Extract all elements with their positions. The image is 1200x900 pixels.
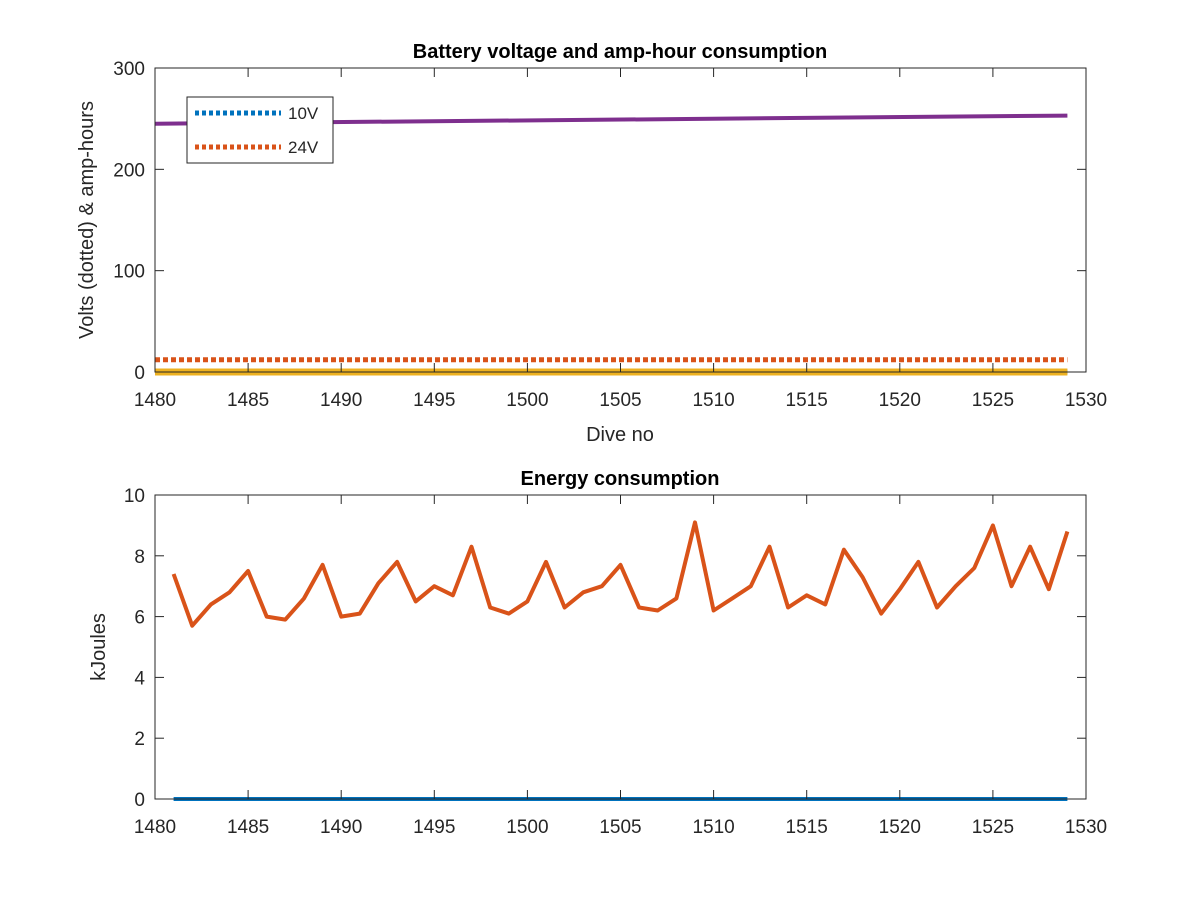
voltage-plot-xtick-label: 1520 [879,390,921,411]
voltage-plot-ytick-label: 100 [113,262,145,283]
energy-plot-ytick-label: 2 [134,729,145,750]
energy-plot-ytick-label: 10 [124,486,145,507]
energy-plot-frame [154,494,1087,800]
voltage-plot-xtick-label: 1505 [599,390,641,411]
energy-plot: Energy consumption kJoules 1480 1485 1490 1… [88,468,1107,838]
voltage-plot-ticks: 1480 1485 1490 1495 1500 1505 1510 1515 1520 1525… [113,59,1107,411]
legend-label-24v: 24V [288,138,319,157]
energy-plot-ytick-label: 4 [134,668,145,689]
voltage-plot-xtick-label: 1495 [413,390,455,411]
voltage-plot-title: Battery voltage and amp-hour consumption [413,41,827,63]
voltage-plot-xtick-label: 1530 [1065,390,1107,411]
energy-plot-xtick-label: 1495 [413,817,455,838]
voltage-plot-ytick-label: 300 [113,59,145,80]
legend-box [186,96,334,164]
energy-plot-ytick-label: 0 [134,790,145,811]
voltage-plot-xlabel: Dive no [586,424,654,446]
voltage-plot-xtick-label: 1510 [692,390,734,411]
voltage-plot-xtick-label: 1525 [972,390,1014,411]
energy-plot-xtick-label: 1530 [1065,817,1107,838]
energy-plot-ytick-label: 8 [134,547,145,568]
energy-plot-xtick-label: 1525 [972,817,1014,838]
voltage-plot: Battery voltage and amp-hour consumption… [76,41,1107,446]
voltage-plot-ytick-label: 200 [113,160,145,181]
energy-plot-ytick-label: 6 [134,608,145,629]
voltage-plot-xtick-label: 1485 [227,390,269,411]
energy-plot-ticks: 1480 1485 1490 1495 1500 1505 1510 1515 1520 1525… [124,486,1107,838]
energy-plot-xtick-label: 1485 [227,817,269,838]
voltage-plot-xtick-label: 1480 [134,390,176,411]
voltage-plot-xtick-label: 1490 [320,390,362,411]
energy-plot-ylabel: kJoules [88,613,110,681]
energy-plot-xtick-label: 1505 [599,817,641,838]
voltage-plot-frame [154,67,1087,373]
energy-plot-xtick-label: 1480 [134,817,176,838]
energy-plot-xtick-label: 1515 [786,817,828,838]
energy-plot-xtick-label: 1500 [506,817,548,838]
voltage-plot-ylabel: Volts (dotted) & amp-hours [76,101,98,339]
voltage-plot-xtick-label: 1515 [786,390,828,411]
voltage-plot-ytick-label: 0 [134,363,145,384]
voltage-plot-xtick-label: 1500 [506,390,548,411]
energy-plot-series-1-line [171,520,1070,628]
legend-label-10v: 10V [288,104,319,123]
energy-plot-xtick-label: 1510 [692,817,734,838]
energy-plot-xtick-label: 1490 [320,817,362,838]
voltage-plot-legend: 10V 24V [186,96,334,164]
energy-plot-title: Energy consumption [521,468,720,490]
energy-plot-xtick-label: 1520 [879,817,921,838]
